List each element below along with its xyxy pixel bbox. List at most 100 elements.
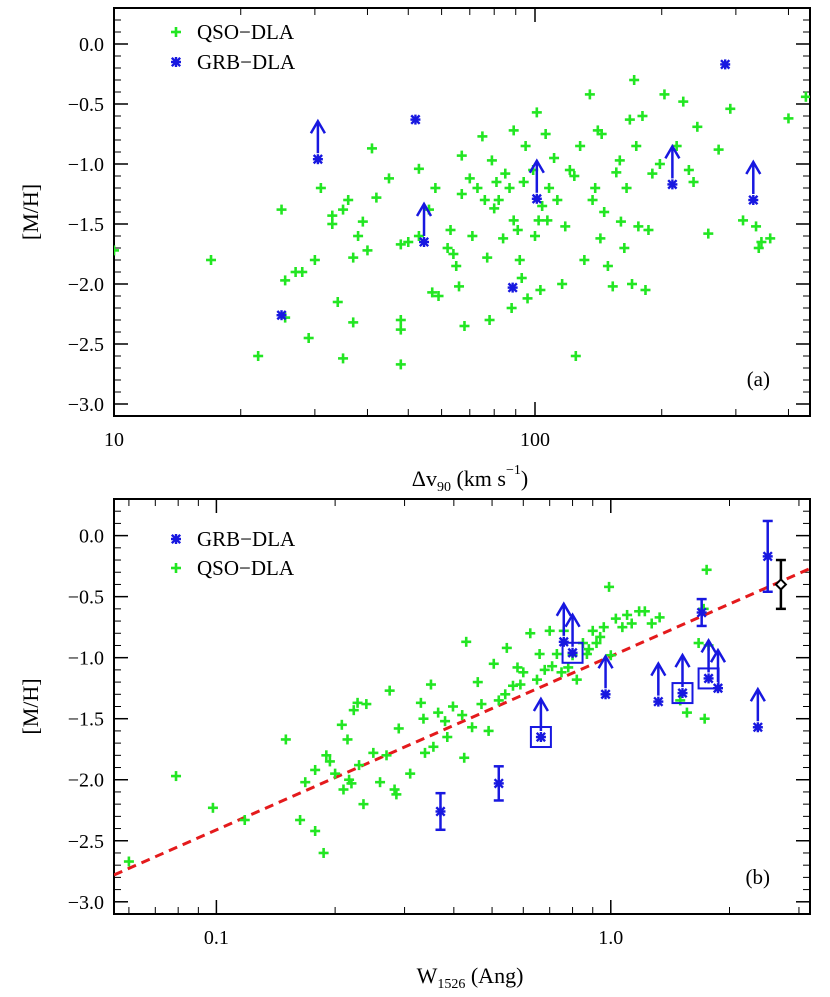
qso-point <box>206 255 217 265</box>
qso-point <box>415 697 426 708</box>
legend: GRB−DLA QSO−DLA <box>170 527 296 580</box>
qso-point <box>617 622 628 633</box>
qso-point <box>515 679 526 690</box>
lower-limit-arrow <box>650 661 667 696</box>
lower-limit-arrow <box>555 601 572 636</box>
qso-point <box>348 317 359 328</box>
qso-point <box>489 203 500 214</box>
qso-point <box>114 245 119 256</box>
qso-point <box>531 107 542 118</box>
qso-point <box>800 91 810 102</box>
qso-point <box>447 701 458 712</box>
qso-point <box>491 177 502 187</box>
qso-point <box>459 752 470 763</box>
qso-point <box>477 131 488 142</box>
qso-point <box>516 273 527 283</box>
grb-point <box>567 647 578 658</box>
qso-point <box>395 324 406 335</box>
qso-point <box>171 27 181 37</box>
qso-point <box>629 75 640 85</box>
grb-point <box>703 673 714 684</box>
qso-point <box>584 89 595 100</box>
qso-point <box>348 252 359 263</box>
qso-point <box>551 649 562 660</box>
qso-point <box>336 719 347 730</box>
qso-point <box>539 664 550 675</box>
qso-point <box>472 183 483 193</box>
panel-tag: (b) <box>746 865 771 889</box>
qso-point <box>297 267 308 277</box>
qso-point <box>607 281 618 292</box>
qso-point <box>375 777 386 788</box>
qso-point <box>464 173 475 184</box>
x-axis-label-part: 90 <box>437 480 451 495</box>
qso-point <box>738 215 749 226</box>
qso-point <box>395 239 406 250</box>
qso-point <box>525 628 536 639</box>
qso-point <box>280 275 291 286</box>
lower-limit-arrow <box>664 143 681 179</box>
y-tick-label: −3.0 <box>68 394 104 416</box>
qso-point <box>403 237 414 247</box>
qso-point <box>531 674 542 685</box>
plot-area <box>114 519 810 877</box>
grb-point <box>600 689 611 700</box>
lower-limit-arrow <box>745 159 762 194</box>
qso-point <box>445 225 456 235</box>
lower-limit-arrow <box>564 612 581 647</box>
qso-point <box>678 96 689 107</box>
qso-point <box>611 167 622 178</box>
qso-point <box>428 741 439 752</box>
qso-point <box>508 215 519 226</box>
qso-point <box>295 815 306 826</box>
qso-point <box>681 707 692 718</box>
qso-point <box>542 215 553 226</box>
lower-limit-arrow <box>749 686 766 722</box>
qso-point <box>529 231 540 241</box>
qso-point <box>353 231 364 241</box>
qso-point <box>518 177 529 187</box>
qso-point <box>384 173 395 184</box>
grb-point <box>276 310 287 321</box>
qso-point <box>575 141 586 151</box>
qso-point <box>520 141 531 151</box>
qso-point <box>595 631 606 642</box>
qso-point <box>324 756 335 767</box>
qso-point <box>544 625 555 636</box>
qso-point <box>615 216 626 227</box>
qso-point <box>518 667 529 678</box>
qso-point <box>338 353 349 364</box>
qso-point <box>753 243 764 253</box>
y-axis-label: [M/H] <box>18 678 43 734</box>
grb-point <box>748 194 759 206</box>
plot-area <box>114 59 810 370</box>
qso-point <box>362 245 373 256</box>
y-tick-label: −2.0 <box>68 770 104 792</box>
qso-point <box>591 638 602 649</box>
lower-limit-arrow <box>415 201 433 236</box>
qso-point <box>500 689 511 700</box>
x-axis-label-part: 1526 <box>437 977 465 992</box>
qso-point <box>276 204 287 215</box>
qso-point <box>393 723 404 734</box>
qso-point <box>570 351 581 361</box>
legend-grb-marker <box>170 533 182 545</box>
qso-point <box>533 215 544 226</box>
qso-point <box>683 165 694 175</box>
y-tick-label: −1.0 <box>68 154 104 176</box>
qso-point <box>338 204 349 215</box>
grb-point <box>667 179 678 190</box>
qso-point <box>358 799 369 810</box>
x-axis-label-part: (km s <box>451 466 506 491</box>
y-tick-label: 0.0 <box>79 526 104 548</box>
qso-point <box>427 287 438 298</box>
qso-point <box>534 649 545 660</box>
qso-point <box>596 129 607 139</box>
qso-point <box>605 650 616 661</box>
grb-error-bar <box>696 597 707 628</box>
lower-limit-arrow <box>674 652 691 688</box>
qso-point <box>391 789 402 800</box>
qso-point <box>535 285 546 295</box>
legend-label: QSO−DLA <box>197 20 295 44</box>
